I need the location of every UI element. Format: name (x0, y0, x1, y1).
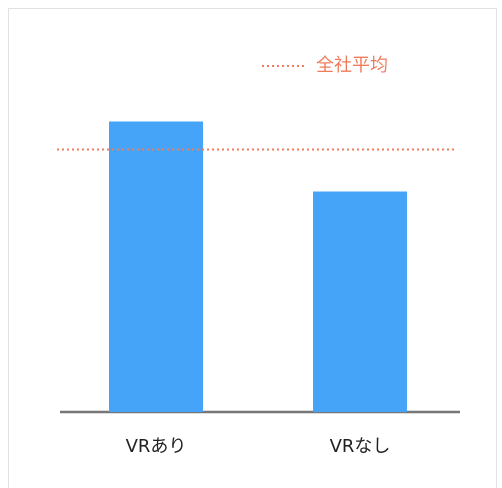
x-tick-label: VRなし (330, 436, 391, 457)
chart-frame (8, 8, 497, 488)
bar (109, 121, 203, 412)
legend-label: 全社平均 (316, 55, 388, 76)
x-tick-label: VRあり (126, 436, 187, 457)
bar (313, 191, 407, 412)
